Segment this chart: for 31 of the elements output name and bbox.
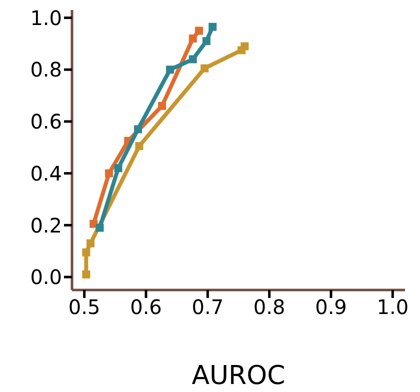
point bbox=[195, 26, 204, 35]
point bbox=[200, 64, 209, 72]
point bbox=[86, 239, 94, 248]
x-tick-label: 0.9 bbox=[315, 295, 347, 320]
point bbox=[240, 42, 249, 50]
x-tick-label: 0.6 bbox=[130, 295, 162, 320]
y-tick-label: 0.0 bbox=[30, 265, 62, 290]
y-tick-label: 0.4 bbox=[30, 161, 62, 186]
point bbox=[82, 248, 90, 256]
point bbox=[90, 220, 98, 228]
y-tick-label: 0.6 bbox=[30, 110, 62, 134]
x-tick-label: 1.0 bbox=[376, 295, 409, 320]
point bbox=[208, 22, 217, 31]
x-tick-label: 0.5 bbox=[68, 295, 100, 320]
point bbox=[82, 270, 90, 278]
point bbox=[105, 169, 113, 178]
point bbox=[202, 37, 210, 46]
point bbox=[166, 66, 174, 74]
point bbox=[188, 55, 197, 64]
point bbox=[188, 34, 197, 43]
point bbox=[158, 102, 166, 110]
point bbox=[114, 164, 122, 172]
point bbox=[96, 224, 104, 232]
x-tick-label: 0.7 bbox=[192, 295, 224, 320]
y-tick-label: 0.2 bbox=[30, 213, 62, 238]
y-tick-label: 0.8 bbox=[30, 58, 62, 82]
x-tick-label: 0.8 bbox=[253, 295, 286, 320]
y-tick-label: 1.0 bbox=[30, 6, 62, 30]
point bbox=[135, 142, 144, 150]
point bbox=[134, 125, 142, 134]
x-axis-title: AUROC bbox=[192, 361, 286, 391]
